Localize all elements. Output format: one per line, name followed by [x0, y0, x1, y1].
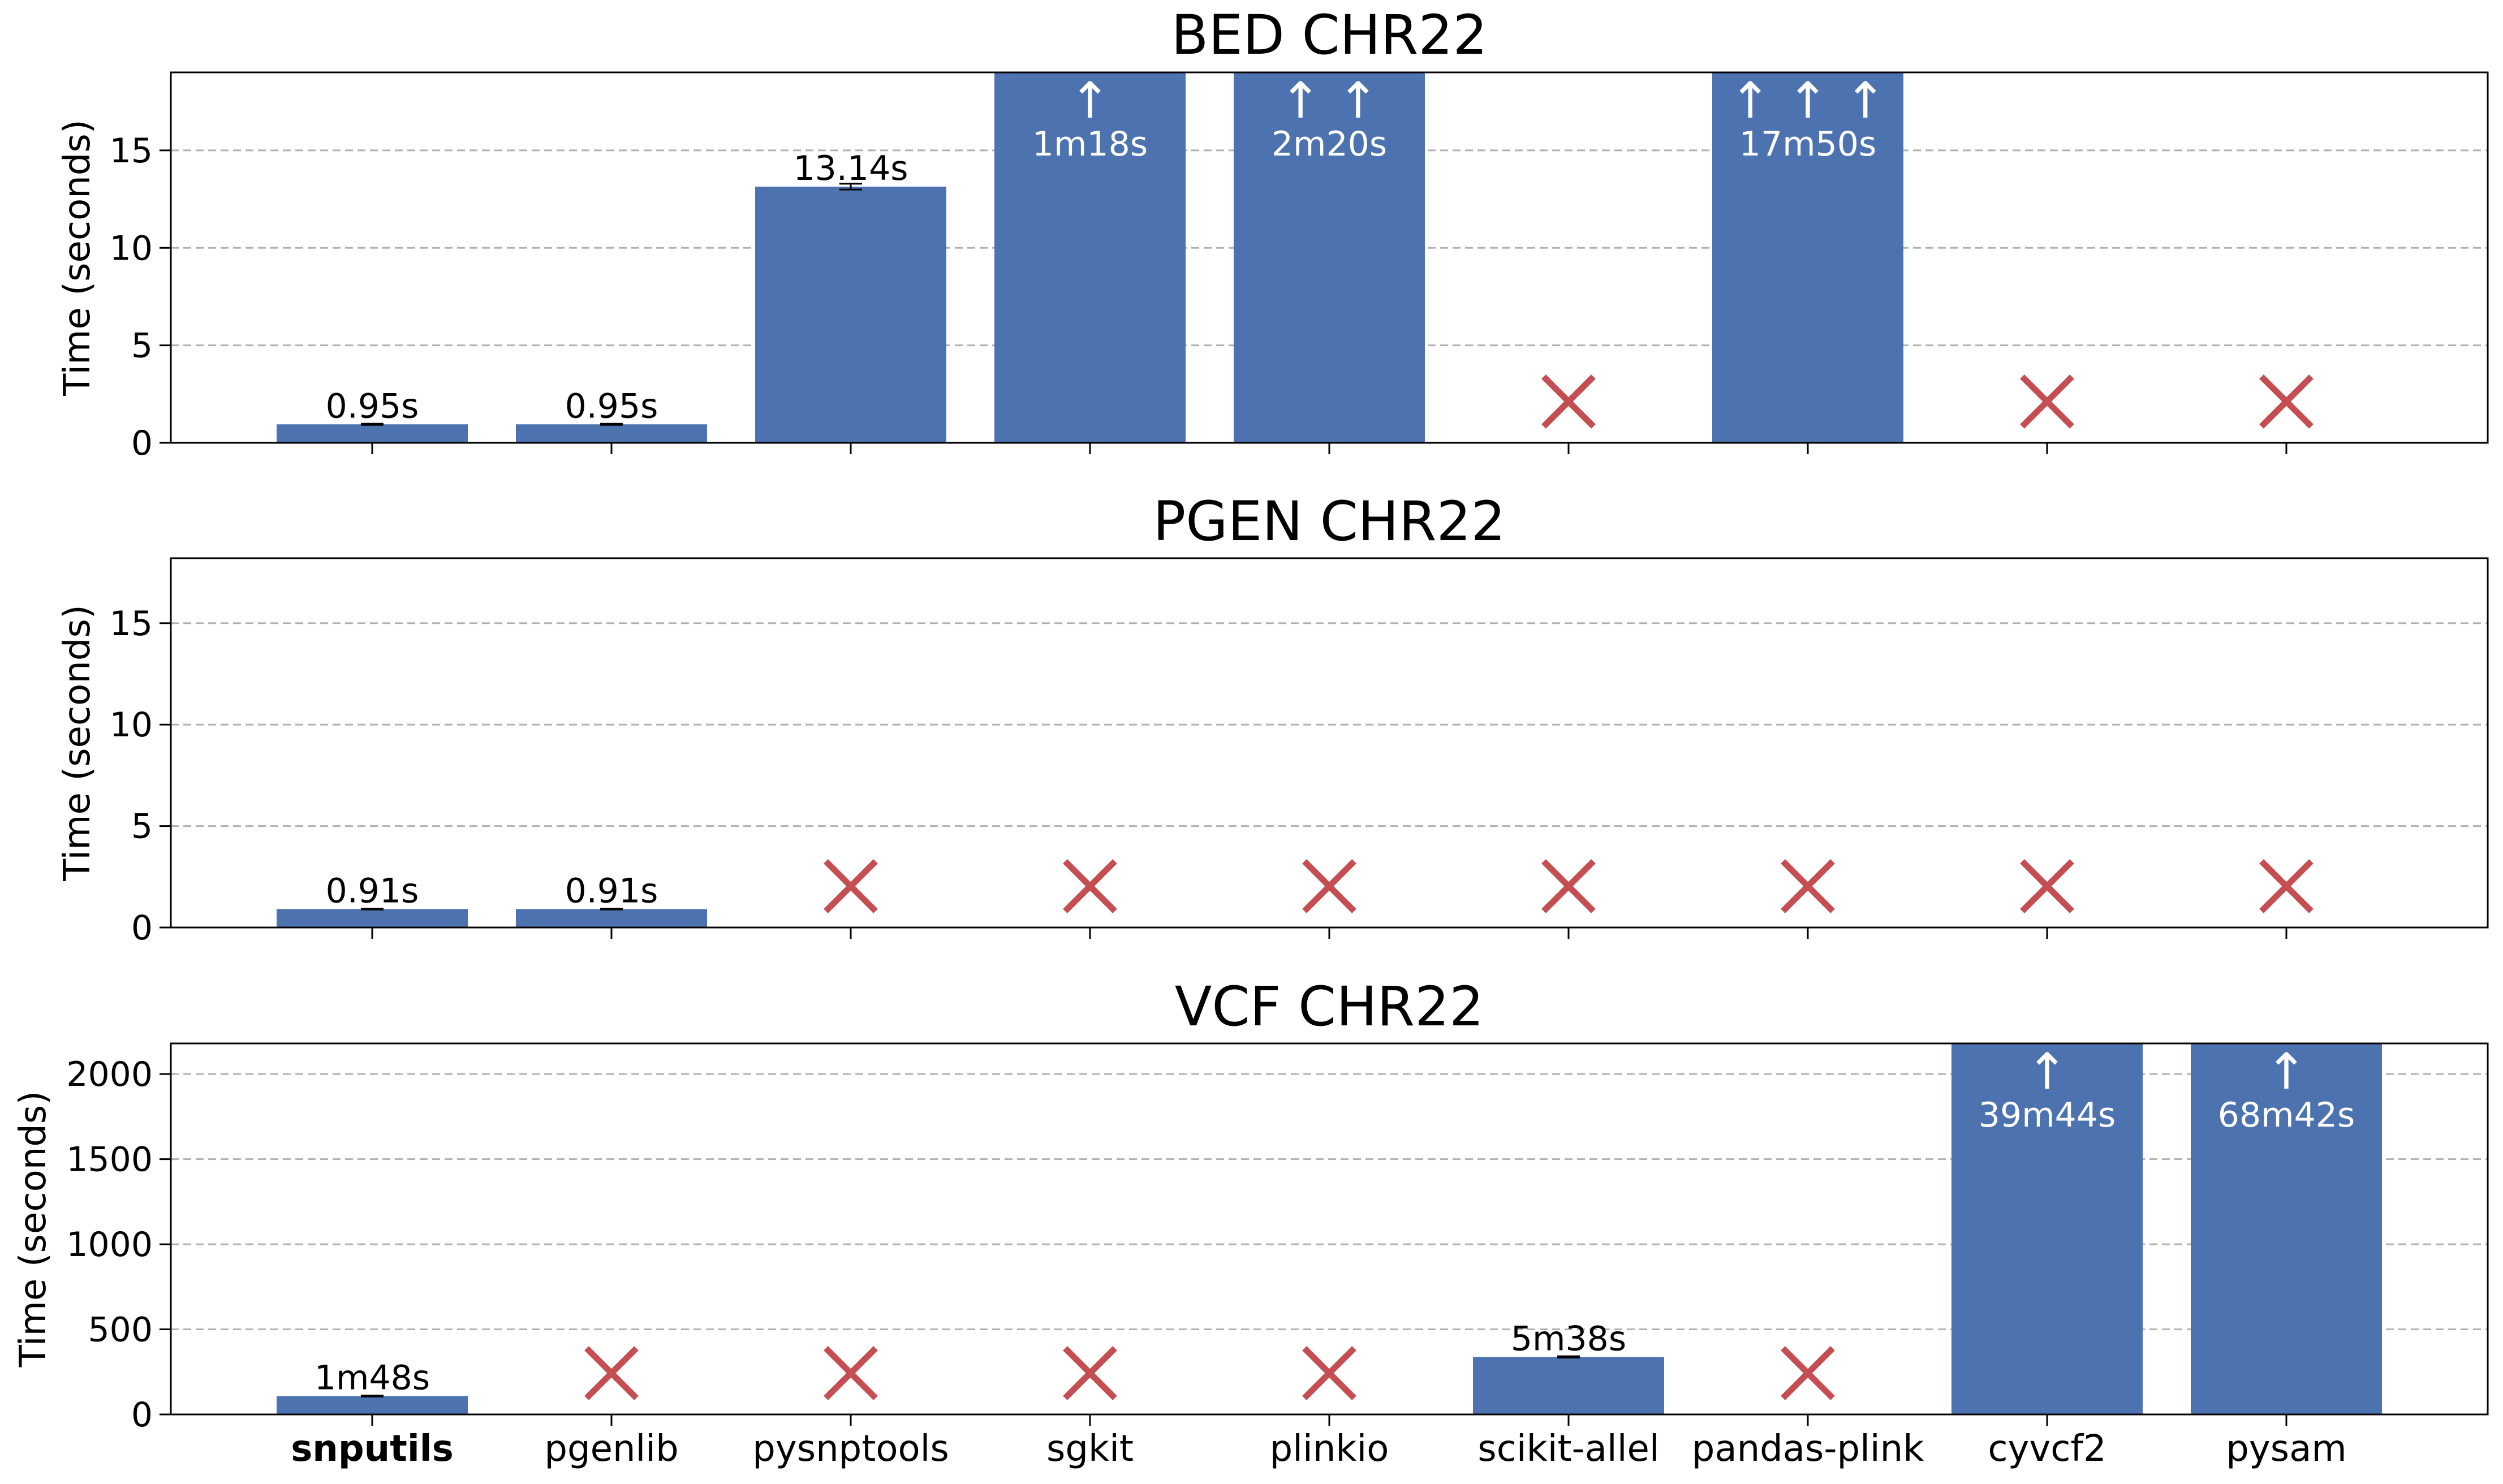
bar-value-label: 0.95s — [326, 386, 419, 426]
overflow-arrow-icon: ↑ ↑ ↑ — [1729, 71, 1886, 130]
y-tick-label: 1500 — [66, 1140, 153, 1180]
unsupported-cross-icon — [584, 1346, 639, 1400]
cross-stroke — [2020, 374, 2074, 429]
panel-2: PGEN CHR22 0 5 10 15 Time (seconds) 0.91s 0.91s — [57, 490, 2489, 948]
y-tick-label: 5 — [131, 807, 153, 847]
unsupported-cross-icon — [1781, 859, 1835, 913]
x-tick-label: cyvcf2 — [1988, 1428, 2106, 1470]
plot-frame — [170, 71, 2489, 444]
panel-1: BED CHR22 0 5 10 15 Time (seconds) 0.95s 0.95s 1… — [57, 3, 2489, 463]
unsupported-cross-icon — [1302, 1346, 1356, 1400]
bar — [1234, 72, 1425, 443]
bar — [1473, 1357, 1664, 1414]
overflow-arrow-icon: ↑ — [2026, 1042, 2068, 1101]
cross-stroke — [824, 859, 878, 913]
bar-value-label: 17m50s — [1739, 124, 1876, 164]
bar-value-label: 2m20s — [1272, 124, 1387, 164]
x-tick-label: pysnptools — [752, 1428, 949, 1470]
cross-stroke — [1781, 1346, 1835, 1400]
bar — [2191, 1043, 2382, 1414]
x-tick-label: pandas-plink — [1692, 1428, 1924, 1470]
unsupported-cross-icon — [1063, 1346, 1117, 1400]
bar-value-label: 68m42s — [2218, 1095, 2355, 1135]
y-tick-label: 1000 — [66, 1225, 153, 1265]
y-tick-label: 5 — [131, 326, 153, 366]
unsupported-cross-icon — [1781, 1346, 1835, 1400]
cross-stroke — [1541, 374, 1596, 429]
overflow-arrow-icon: ↑ — [2265, 1042, 2307, 1101]
bar-value-label: 1m18s — [1032, 124, 1148, 164]
bar — [277, 424, 468, 443]
unsupported-cross-icon — [2020, 374, 2074, 429]
y-tick-label: 0 — [131, 908, 153, 948]
bar — [1951, 1043, 2143, 1414]
y-tick-label: 0 — [131, 424, 153, 463]
unsupported-cross-icon — [2259, 859, 2314, 913]
y-tick-label: 500 — [88, 1310, 153, 1350]
bar-value-label: 0.91s — [565, 871, 658, 911]
bar-value-label: 0.95s — [565, 386, 658, 426]
unsupported-cross-icon — [2020, 859, 2074, 913]
unsupported-cross-icon — [824, 1346, 878, 1400]
cross-stroke — [1063, 859, 1117, 913]
y-tick-label: 10 — [110, 705, 153, 745]
y-axis-label: Time (seconds) — [57, 605, 98, 882]
plot-frame — [170, 557, 2489, 929]
y-axis-label: Time (seconds) — [12, 1091, 54, 1368]
cross-stroke — [2259, 859, 2314, 913]
y-axis-label: Time (seconds) — [57, 119, 98, 396]
unsupported-cross-icon — [1541, 859, 1596, 913]
y-tick-label: 0 — [131, 1395, 153, 1435]
unsupported-cross-icon — [1302, 859, 1356, 913]
bar-value-label: 13.14s — [793, 149, 908, 188]
x-tick-label: pysam — [2226, 1428, 2346, 1470]
unsupported-cross-icon — [2259, 374, 2314, 429]
panel-title: VCF CHR22 — [1175, 975, 1484, 1038]
cross-stroke — [1302, 1346, 1356, 1400]
overflow-arrow-icon: ↑ — [1069, 71, 1111, 130]
y-tick-label: 15 — [110, 604, 153, 644]
cross-stroke — [2020, 859, 2074, 913]
cross-stroke — [1781, 859, 1835, 913]
panel-title: PGEN CHR22 — [1153, 490, 1505, 553]
bar — [277, 1396, 468, 1414]
panel-3: VCF CHR22 0 500 1000 1500 2000 Time (seconds) 1… — [12, 975, 2489, 1470]
x-tick-label: snputils — [291, 1428, 454, 1470]
cross-stroke — [1541, 859, 1596, 913]
cross-stroke — [1063, 1346, 1117, 1400]
unsupported-cross-icon — [1063, 859, 1117, 913]
overflow-arrow-icon: ↑ ↑ — [1279, 71, 1378, 130]
y-tick-label: 15 — [110, 131, 153, 171]
bar — [516, 424, 707, 443]
bar — [277, 909, 468, 928]
cross-stroke — [584, 1346, 639, 1400]
cross-stroke — [2259, 374, 2314, 429]
cross-stroke — [1302, 859, 1356, 913]
bar — [755, 187, 946, 443]
bar-value-label: 0.91s — [326, 871, 419, 911]
bar-value-label: 1m48s — [315, 1358, 430, 1398]
x-tick-label: scikit-allel — [1477, 1428, 1659, 1470]
bar — [1712, 72, 1903, 443]
panel-title: BED CHR22 — [1171, 3, 1487, 67]
y-tick-label: 10 — [110, 228, 153, 268]
x-tick-label: sgkit — [1046, 1428, 1134, 1470]
bar-value-label: 5m38s — [1511, 1319, 1626, 1358]
x-tick-label: pgenlib — [544, 1428, 678, 1470]
plot-frame — [170, 1042, 2489, 1416]
y-tick-label: 2000 — [66, 1055, 153, 1094]
bar — [516, 909, 707, 928]
unsupported-cross-icon — [1541, 374, 1596, 429]
x-tick-label: plinkio — [1270, 1428, 1389, 1470]
cross-stroke — [824, 1346, 878, 1400]
unsupported-cross-icon — [824, 859, 878, 913]
bar — [994, 72, 1186, 443]
bar-value-label: 39m44s — [1979, 1095, 2116, 1135]
